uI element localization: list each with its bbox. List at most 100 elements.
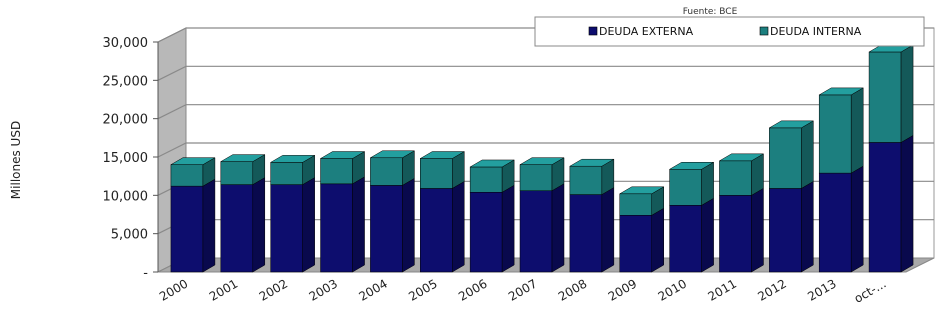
bar-deuda-interna-2004 <box>370 157 403 186</box>
legend-swatch-deuda-externa <box>588 26 598 36</box>
bar-top-deuda-interna-2013 <box>818 87 865 96</box>
bar-deuda-externa-2003 <box>320 183 353 273</box>
bar-deuda-externa-2008 <box>569 194 603 273</box>
bar-deuda-interna-2013 <box>818 94 852 174</box>
y-tick-label: 5,000 <box>111 228 148 243</box>
bar-deuda-externa-2002 <box>270 184 303 273</box>
bar-side-deuda-interna-2010 <box>701 161 714 206</box>
bar-side-deuda-externa-2010 <box>701 197 714 273</box>
bar-side-deuda-externa-2005 <box>452 180 465 273</box>
x-tick-label-2013: 2013 <box>805 276 838 303</box>
x-tick-label-2005: 2005 <box>406 276 439 303</box>
bars <box>170 44 914 273</box>
bar-side-deuda-externa-2006 <box>501 184 515 273</box>
bar-top-deuda-interna-2002 <box>269 155 316 163</box>
bar-side-deuda-externa-2004 <box>402 177 415 273</box>
x-tick-label-2009: 2009 <box>606 276 639 303</box>
x-tick-label-2000: 2000 <box>157 276 190 303</box>
bar-deuda-interna-oct <box>868 51 902 143</box>
bar-top-deuda-interna-2007 <box>519 157 565 165</box>
bar-deuda-externa-2009 <box>619 215 652 273</box>
bar-side-deuda-externa-2007 <box>551 183 565 273</box>
bar-top-deuda-interna-2003 <box>319 151 366 159</box>
bar-deuda-interna-2005 <box>420 158 453 189</box>
y-tick-label: 15,000 <box>103 151 149 166</box>
legend: DEUDA EXTERNA DEUDA INTERNA <box>534 16 925 47</box>
bar-deuda-externa-2013 <box>818 172 852 273</box>
bar-top-deuda-interna-2006 <box>469 159 516 168</box>
bar-deuda-interna-2011 <box>719 160 752 196</box>
bar-top-deuda-interna-2005 <box>419 151 466 159</box>
bar-deuda-interna-2000 <box>170 164 204 187</box>
bar-side-deuda-externa-2012 <box>801 180 814 273</box>
bar-side-deuda-externa-2009 <box>651 207 664 273</box>
legend-label-deuda-externa: DEUDA EXTERNA <box>599 25 694 38</box>
bar-side-deuda-externa-2013 <box>850 165 864 273</box>
x-tick-label-2002: 2002 <box>257 276 290 303</box>
bar-top-deuda-interna-2010 <box>668 162 715 170</box>
bar-deuda-externa-2004 <box>370 185 403 273</box>
x-tick-label-oct: oct-... <box>852 276 889 305</box>
x-tick-label-2010: 2010 <box>656 276 689 303</box>
bar-top-deuda-interna-2001 <box>219 154 266 162</box>
legend-swatch-deuda-interna <box>759 26 769 36</box>
bar-deuda-externa-oct <box>868 142 902 273</box>
y-tick-label: 10,000 <box>103 189 149 204</box>
bar-deuda-interna-2002 <box>270 162 303 185</box>
bar-side-deuda-interna-oct <box>900 44 914 143</box>
bar-top-deuda-interna-2008 <box>568 158 615 167</box>
bar-deuda-interna-2012 <box>769 127 802 189</box>
legend-label-deuda-interna: DEUDA INTERNA <box>770 25 862 38</box>
bar-top-deuda-interna-2009 <box>618 186 665 195</box>
y-tick-label: 20,000 <box>103 113 149 128</box>
bar-top-deuda-interna-2000 <box>170 157 216 165</box>
bar-side-deuda-externa-oct <box>900 134 914 273</box>
gridline <box>157 104 934 120</box>
x-tick-label-2006: 2006 <box>456 276 489 303</box>
x-tick-label-2008: 2008 <box>556 276 589 303</box>
y-tick-label: 30,000 <box>103 36 149 51</box>
x-tick-label-2012: 2012 <box>755 276 788 303</box>
bar-deuda-interna-2009 <box>619 193 652 216</box>
x-tick-label-2004: 2004 <box>356 276 389 303</box>
source-note: Fuente: BCE <box>683 7 738 17</box>
x-tick-label-2007: 2007 <box>506 276 539 303</box>
x-tick-label-2011: 2011 <box>706 276 739 303</box>
bar-side-deuda-interna-2012 <box>801 120 814 189</box>
gridline <box>157 142 934 158</box>
bar-side-deuda-externa-2003 <box>352 176 365 273</box>
bar-deuda-externa-2006 <box>469 192 503 273</box>
bar-deuda-interna-2003 <box>320 158 353 185</box>
bar-side-deuda-externa-2001 <box>252 177 266 273</box>
x-tick-label-2001: 2001 <box>207 276 240 303</box>
bar-side-deuda-externa-2008 <box>601 187 615 273</box>
y-axis: - 5,000 10,000 15,000 20,000 25,000 30,000 <box>103 36 159 281</box>
y-tick-label: 25,000 <box>103 74 149 89</box>
bar-deuda-interna-2001 <box>220 161 254 185</box>
x-axis-ticks: 2000 2001 2002 2003 2004 2005 2006 2007 2008 2009… <box>157 276 889 305</box>
y-axis-title: Millones USD <box>9 121 23 199</box>
bar-deuda-externa-2007 <box>519 190 553 273</box>
y-tick-label: - <box>143 266 148 281</box>
bar-deuda-interna-2008 <box>569 165 603 195</box>
bar-top-deuda-interna-2012 <box>768 120 815 129</box>
bar-deuda-interna-2007 <box>519 164 553 191</box>
bar-deuda-externa-2001 <box>220 184 254 273</box>
bar-side-deuda-externa-2011 <box>751 187 764 273</box>
bar-side-deuda-interna-2013 <box>850 87 864 174</box>
bar-side-deuda-externa-2000 <box>202 178 216 273</box>
x-tick-label-2003: 2003 <box>307 276 340 303</box>
bar-deuda-externa-2000 <box>170 185 204 273</box>
bar-deuda-interna-2010 <box>669 169 702 206</box>
legend-box <box>534 16 925 47</box>
bar-deuda-interna-2006 <box>469 166 503 193</box>
bar-deuda-externa-2011 <box>719 195 752 273</box>
bar-top-deuda-interna-2004 <box>369 150 416 159</box>
bar-side-deuda-externa-2002 <box>302 177 315 273</box>
bar-top-deuda-interna-2011 <box>718 153 765 162</box>
bar-deuda-externa-2005 <box>420 188 453 273</box>
bar-deuda-externa-2010 <box>669 205 702 273</box>
bar-deuda-externa-2012 <box>769 188 802 273</box>
gridline <box>157 65 934 81</box>
